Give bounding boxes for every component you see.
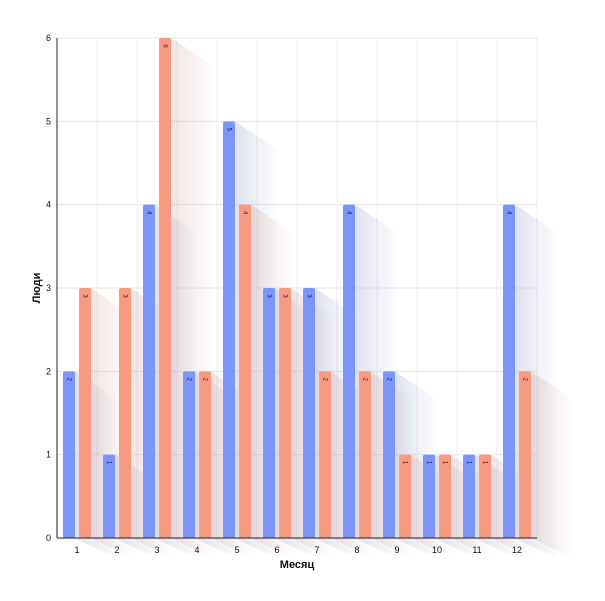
bar-series-2-month-5 bbox=[239, 204, 251, 538]
y-axis-title: Люди bbox=[31, 273, 43, 304]
bar-value-label: 3 bbox=[81, 294, 87, 298]
y-tick-label: 2 bbox=[46, 366, 51, 376]
x-tick-label: 8 bbox=[354, 545, 359, 555]
x-tick-label: 2 bbox=[114, 545, 119, 555]
bar-series-1-month-4 bbox=[183, 371, 195, 538]
bar-series-1-month-3 bbox=[143, 204, 155, 538]
bar-value-label: 3 bbox=[281, 294, 287, 298]
bar-value-label: 1 bbox=[105, 461, 111, 465]
bar-value-label: 3 bbox=[121, 294, 127, 298]
y-tick-label: 4 bbox=[46, 200, 51, 210]
bar-series-2-month-10 bbox=[439, 454, 451, 538]
bar-value-label: 5 bbox=[225, 128, 231, 132]
bar-series-1-month-12 bbox=[503, 204, 515, 538]
bar-series-1-month-1 bbox=[63, 371, 75, 538]
x-tick-label: 10 bbox=[432, 545, 442, 555]
bar-value-label: 6 bbox=[161, 44, 167, 48]
bar-series-1-month-7 bbox=[303, 288, 315, 538]
bar-series-2-month-9 bbox=[399, 454, 411, 538]
bar-series-1-month-5 bbox=[223, 121, 235, 538]
x-tick-label: 4 bbox=[194, 545, 199, 555]
bar-value-label: 2 bbox=[185, 378, 191, 382]
bar-series-2-month-2 bbox=[119, 288, 131, 538]
bar-value-label: 3 bbox=[265, 294, 271, 298]
bar-value-label: 2 bbox=[201, 378, 207, 382]
y-tick-label: 5 bbox=[46, 116, 51, 126]
bar-series-2-month-12 bbox=[519, 371, 531, 538]
x-tick-label: 1 bbox=[74, 545, 79, 555]
x-axis-title: Месяц bbox=[280, 559, 315, 571]
bar-series-2-month-11 bbox=[479, 454, 491, 538]
bar-series-1-month-8 bbox=[343, 204, 355, 538]
bar-value-label: 2 bbox=[361, 378, 367, 382]
bar-value-label: 1 bbox=[465, 461, 471, 465]
bar-series-1-month-11 bbox=[463, 454, 475, 538]
bar-value-label: 4 bbox=[241, 211, 247, 215]
bar-value-label: 2 bbox=[65, 378, 71, 382]
y-tick-label: 3 bbox=[46, 283, 51, 293]
x-tick-label: 12 bbox=[512, 545, 522, 555]
bar-series-2-month-4 bbox=[199, 371, 211, 538]
bar-series-1-month-6 bbox=[263, 288, 275, 538]
x-tick-label: 3 bbox=[154, 545, 159, 555]
y-tick-label: 6 bbox=[46, 33, 51, 43]
y-tick-label: 1 bbox=[46, 450, 51, 460]
x-tick-label: 9 bbox=[394, 545, 399, 555]
bar-shadow bbox=[531, 371, 576, 560]
bar-value-label: 3 bbox=[305, 294, 311, 298]
bar-value-label: 4 bbox=[345, 211, 351, 215]
bar-series-2-month-3 bbox=[159, 38, 171, 538]
bar-series-1-month-2 bbox=[103, 454, 115, 538]
x-tick-label: 6 bbox=[274, 545, 279, 555]
x-tick-label: 11 bbox=[472, 545, 481, 555]
bar-series-2-month-7 bbox=[319, 371, 331, 538]
bar-value-label: 1 bbox=[441, 461, 447, 465]
bar-value-label: 1 bbox=[425, 461, 431, 465]
bar-value-label: 2 bbox=[321, 378, 327, 382]
bar-value-label: 2 bbox=[521, 378, 527, 382]
axes bbox=[56, 38, 537, 539]
y-tick-label: 0 bbox=[46, 533, 51, 543]
bar-value-label: 4 bbox=[145, 211, 151, 215]
bar-value-label: 1 bbox=[481, 461, 487, 465]
bar-series-1-month-9 bbox=[383, 371, 395, 538]
bar-series-2-month-6 bbox=[279, 288, 291, 538]
bars: 2 3 1 3 4 6 2 2 5 4 3 3 3 2 4 2 2 1 1 1 1 1 4 2 bbox=[63, 38, 531, 538]
bar-series-2-month-8 bbox=[359, 371, 371, 538]
x-tick-label: 5 bbox=[234, 545, 239, 555]
x-tick-label: 7 bbox=[314, 545, 319, 555]
bar-value-label: 1 bbox=[401, 461, 407, 465]
bar-series-1-month-10 bbox=[423, 454, 435, 538]
bar-series-2-month-1 bbox=[79, 288, 91, 538]
bar-value-label: 2 bbox=[385, 378, 391, 382]
bar-value-label: 4 bbox=[505, 211, 511, 215]
